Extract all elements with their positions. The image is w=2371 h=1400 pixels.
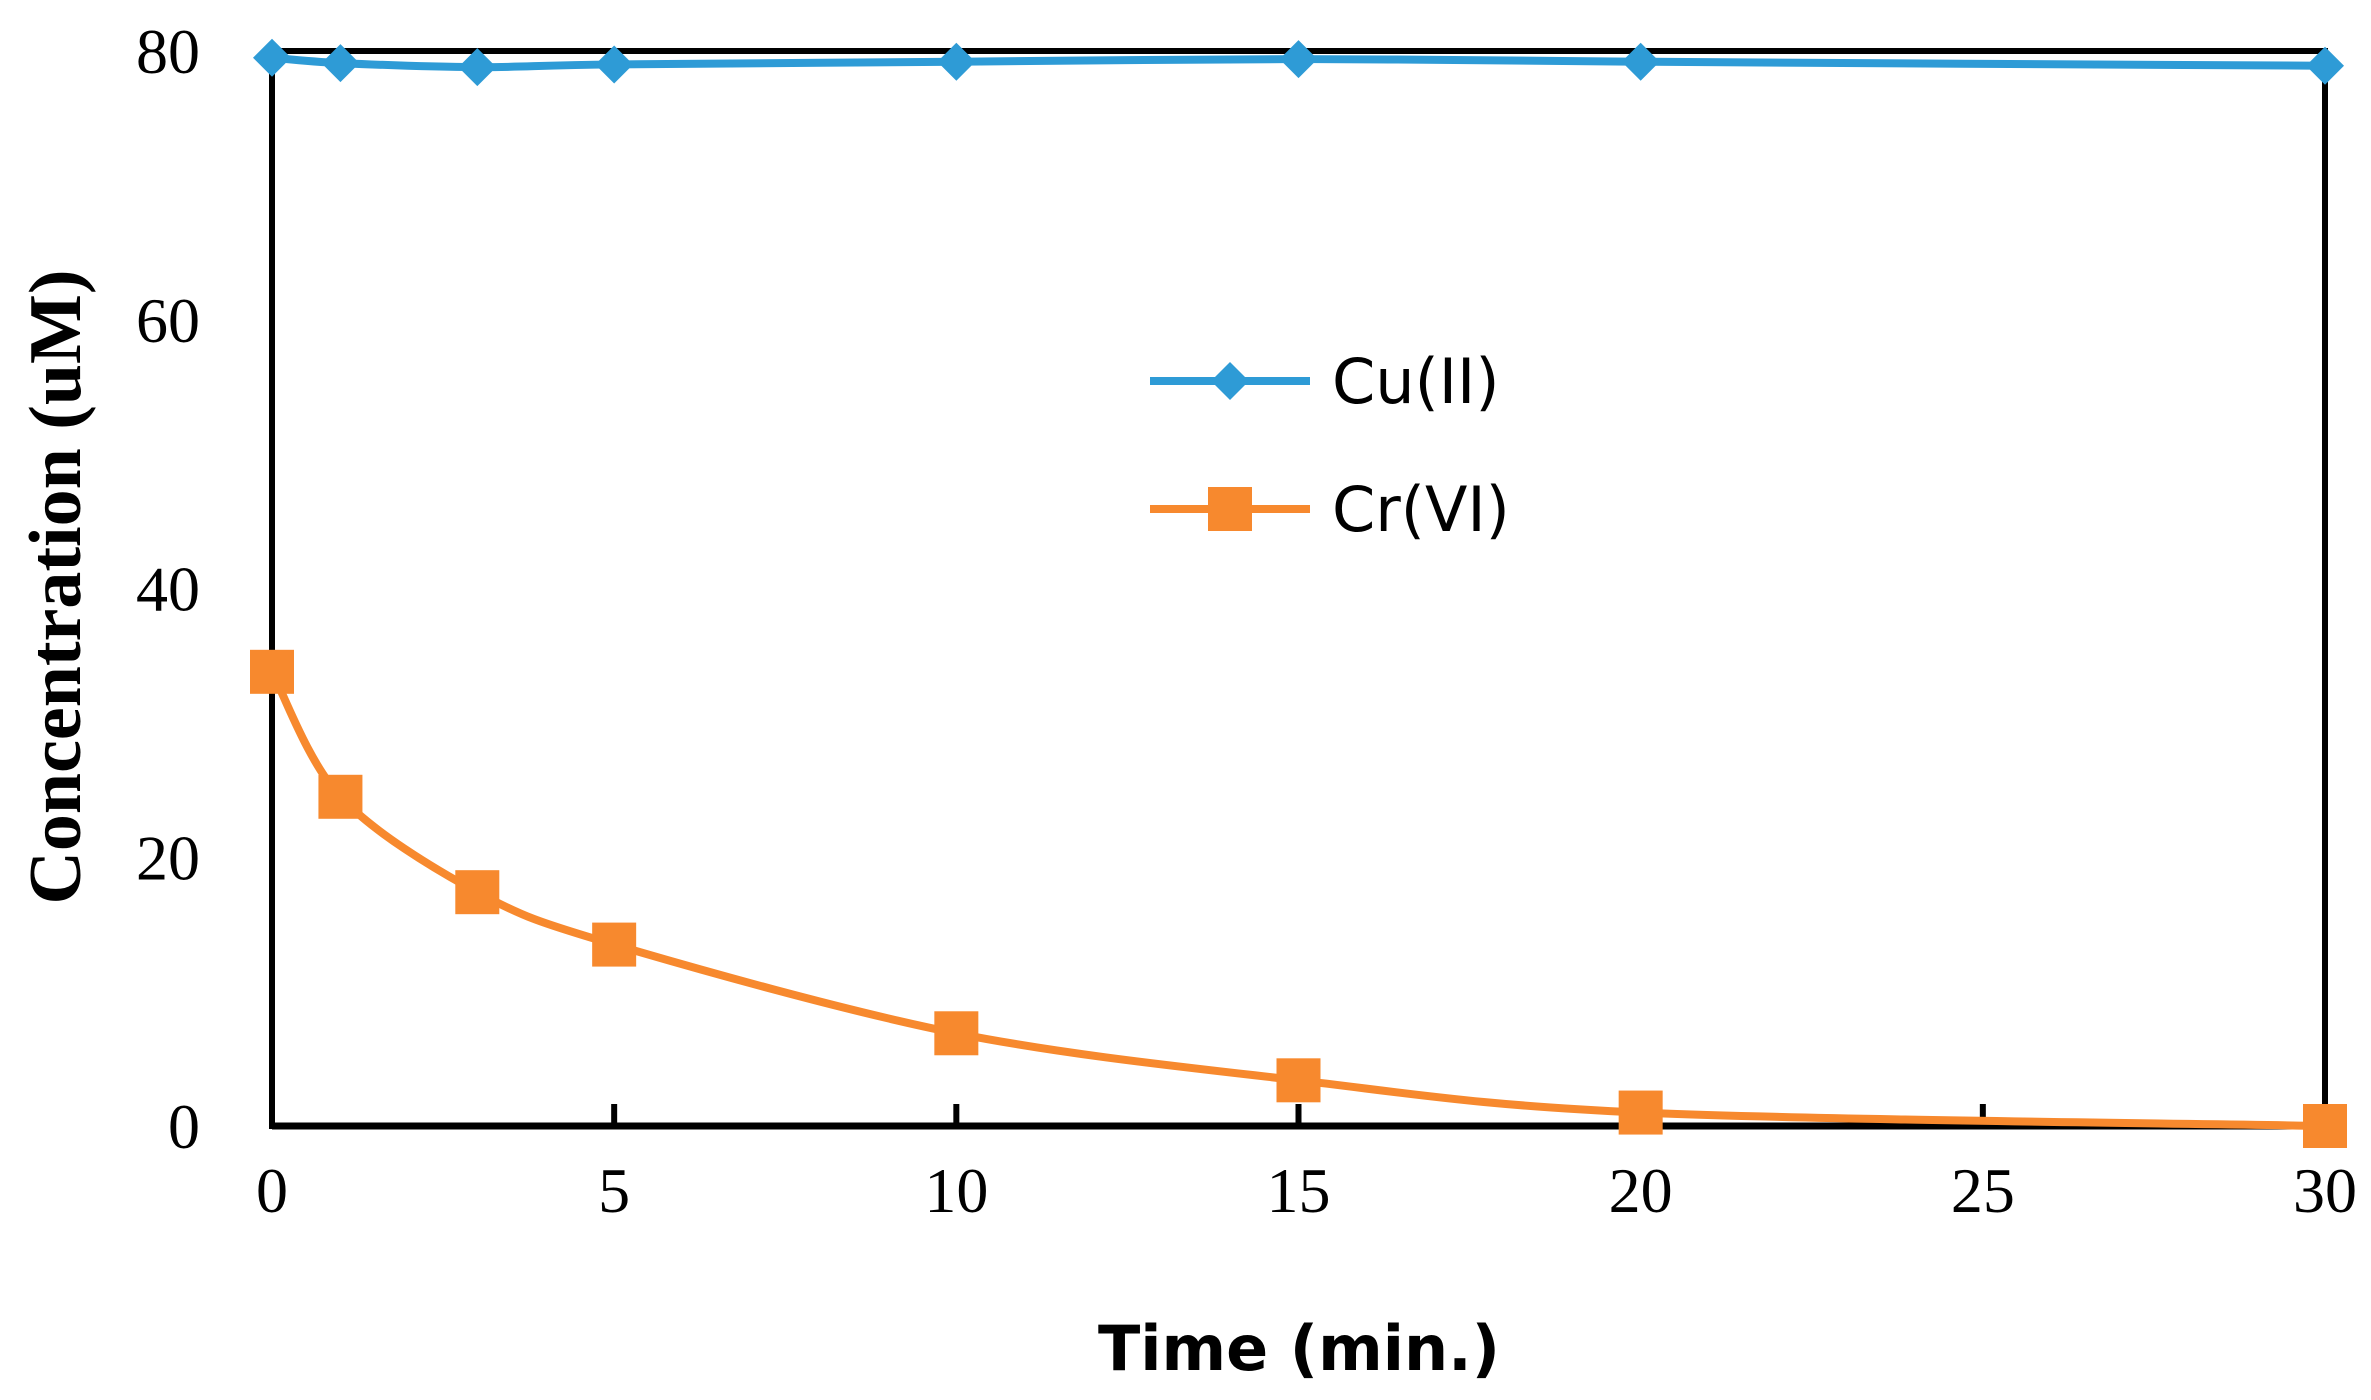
series-line bbox=[268, 667, 2329, 1130]
x-tick-label: 20 bbox=[1609, 1155, 1673, 1226]
data-point bbox=[318, 774, 363, 819]
y-tick-label: 0 bbox=[168, 1091, 200, 1162]
x-tick-label: 5 bbox=[598, 1155, 630, 1226]
data-point bbox=[2303, 1104, 2347, 1148]
x-tick-label: 10 bbox=[924, 1155, 988, 1226]
legend-marker bbox=[1208, 487, 1252, 531]
x-tick-label: 30 bbox=[2293, 1155, 2357, 1226]
series bbox=[250, 38, 2347, 1148]
data-point bbox=[595, 45, 634, 84]
data-point bbox=[1618, 1090, 1663, 1135]
data-point bbox=[2306, 46, 2344, 85]
tick-labels: 0 5 10 15 20 25 30 0 20 40 60 80 bbox=[136, 16, 2357, 1226]
plot-frame bbox=[269, 48, 2328, 1129]
axes bbox=[269, 48, 2328, 1130]
y-tick-label: 40 bbox=[136, 554, 200, 625]
series-line bbox=[268, 53, 2329, 72]
y-tick-label: 60 bbox=[136, 285, 200, 356]
series-cr-vi bbox=[250, 649, 2347, 1148]
legend-label: Cr(VI) bbox=[1332, 473, 1510, 546]
legend: Cu(II) Cr(VI) bbox=[1150, 345, 1510, 546]
x-tick-label: 0 bbox=[256, 1155, 288, 1226]
legend-item: Cr(VI) bbox=[1150, 473, 1510, 546]
data-point bbox=[253, 38, 291, 77]
legend-item: Cu(II) bbox=[1150, 345, 1500, 418]
legend-label: Cu(II) bbox=[1332, 345, 1500, 418]
data-point bbox=[1279, 40, 1318, 79]
data-point bbox=[458, 48, 497, 87]
data-point bbox=[937, 42, 976, 81]
x-tick-label: 25 bbox=[1951, 1155, 2015, 1226]
x-tick-label: 15 bbox=[1267, 1155, 1331, 1226]
data-point bbox=[1621, 42, 1660, 81]
y-tick-label: 80 bbox=[136, 16, 200, 87]
data-point bbox=[934, 1011, 979, 1056]
legend-marker bbox=[1211, 362, 1249, 400]
data-point bbox=[321, 44, 360, 83]
y-tick-label: 20 bbox=[136, 822, 200, 893]
series-cu-ii bbox=[253, 38, 2344, 87]
data-point bbox=[1276, 1058, 1321, 1103]
x-axis-label: Time (min.) bbox=[1098, 1312, 1500, 1385]
y-axis-label: Concentration (uM) bbox=[15, 269, 97, 904]
data-point bbox=[592, 922, 637, 967]
data-point bbox=[250, 649, 294, 694]
data-point bbox=[455, 870, 500, 915]
